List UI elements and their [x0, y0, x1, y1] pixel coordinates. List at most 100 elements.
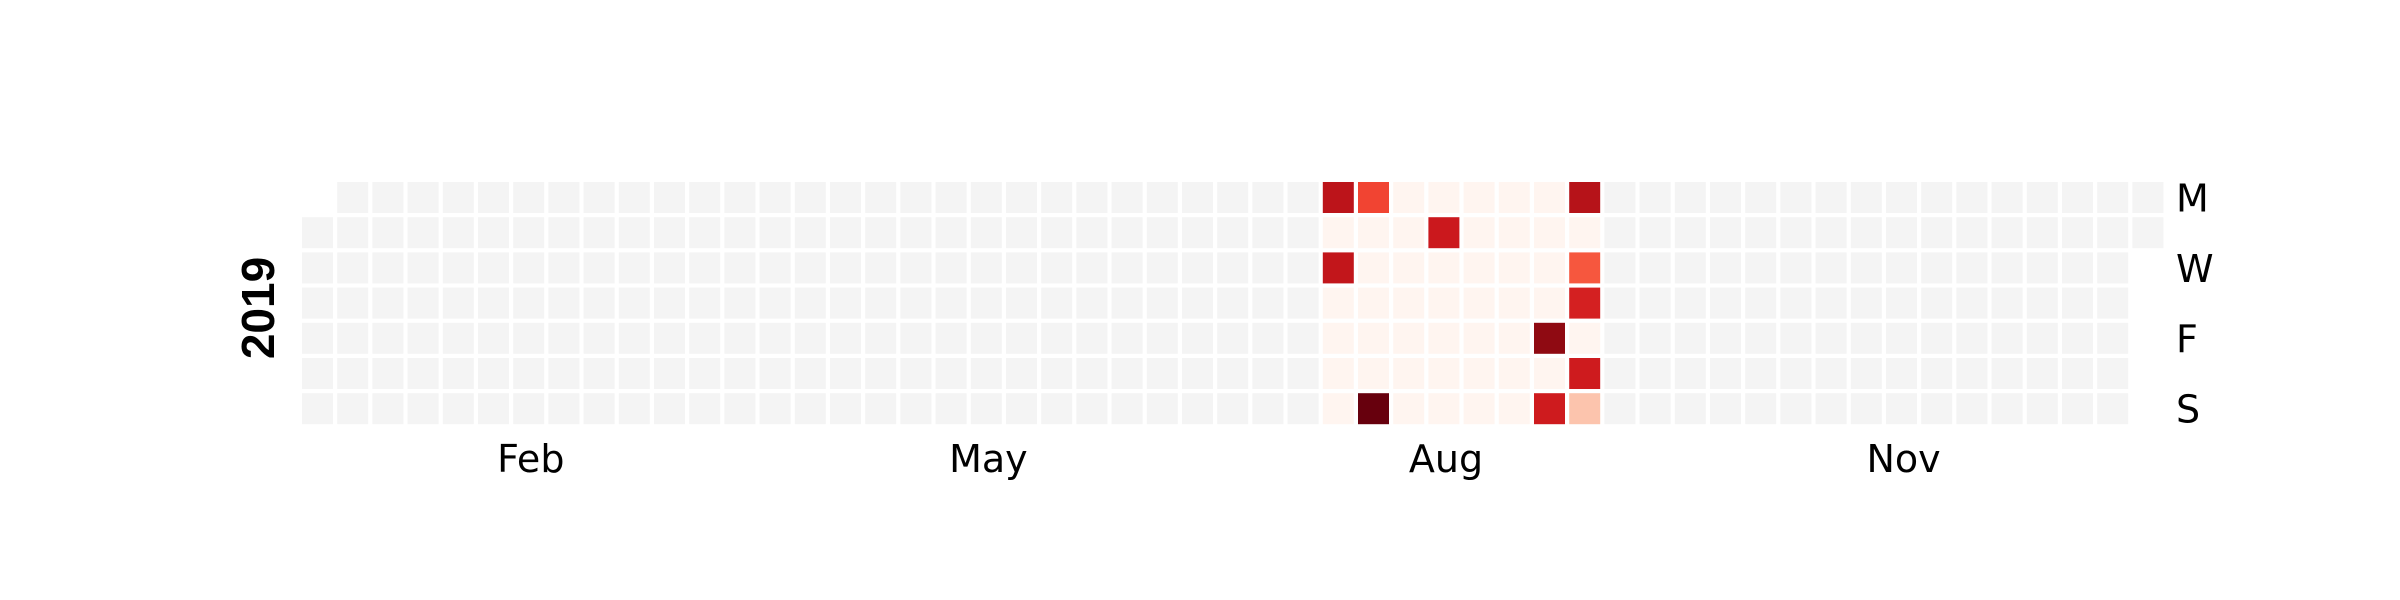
heatmap-cell	[724, 217, 756, 249]
heatmap-cell	[724, 358, 756, 389]
heatmap-cell	[337, 322, 369, 354]
heatmap-cell	[830, 322, 861, 354]
heatmap-cell	[1921, 358, 1953, 389]
heatmap-cell	[1604, 322, 1636, 354]
heatmap-cell	[1710, 322, 1741, 354]
heatmap-cell	[1815, 287, 1847, 319]
heatmap-cell	[970, 287, 1002, 319]
heatmap-cell	[865, 252, 897, 284]
heatmap-cell	[1111, 217, 1143, 249]
heatmap-cell	[865, 358, 897, 389]
heatmap-cell	[1886, 393, 1917, 425]
heatmap-cell	[372, 252, 404, 284]
heatmap-cell	[830, 252, 861, 284]
heatmap-cell	[794, 393, 826, 425]
heatmap-cell	[1463, 252, 1495, 284]
heatmap-cell	[794, 287, 826, 319]
heatmap-cell	[1604, 287, 1636, 319]
heatmap-cell	[2097, 252, 2129, 284]
heatmap-cell	[794, 217, 826, 249]
month-label: May	[949, 437, 1028, 481]
heatmap-cell	[2062, 393, 2093, 425]
heatmap-cell	[689, 182, 721, 213]
heatmap-cell	[372, 393, 404, 425]
heatmap-cell	[970, 393, 1002, 425]
heatmap-cell	[513, 252, 545, 284]
heatmap-cell	[759, 217, 791, 249]
heatmap-cell	[935, 358, 967, 389]
heatmap-cell	[1463, 217, 1495, 249]
heatmap-cell	[478, 393, 509, 425]
heatmap-cell	[1921, 252, 1953, 284]
heatmap-cell	[1041, 358, 1073, 389]
heatmap-cell	[830, 217, 861, 249]
heatmap-cell	[1498, 252, 1530, 284]
heatmap-cell	[407, 393, 439, 425]
heatmap-cell	[513, 217, 545, 249]
heatmap-cell	[1569, 287, 1601, 319]
heatmap-cell	[2026, 287, 2058, 319]
heatmap-cell	[1745, 393, 1777, 425]
heatmap-cell	[1956, 322, 1988, 354]
heatmap-cell	[1780, 287, 1812, 319]
heatmap-cell	[1111, 252, 1143, 284]
heatmap-cell	[1498, 322, 1530, 354]
heatmap-cell	[618, 217, 650, 249]
heatmap-cell	[970, 217, 1002, 249]
heatmap-cell	[302, 217, 333, 249]
heatmap-cell	[794, 322, 826, 354]
heatmap-cell	[1217, 393, 1249, 425]
heatmap-cell	[1076, 393, 1108, 425]
heatmap-cell	[302, 393, 333, 425]
heatmap-cell	[1428, 182, 1460, 213]
heatmap-cell	[1428, 287, 1460, 319]
heatmap-cell	[1569, 252, 1601, 284]
heatmap-cell	[1991, 322, 2023, 354]
heatmap-cell	[1287, 287, 1319, 319]
heatmap-cell	[1569, 217, 1601, 249]
heatmap-cell	[1850, 393, 1882, 425]
heatmap-cell	[1111, 287, 1143, 319]
heatmap-cell	[1428, 322, 1460, 354]
heatmap-cell	[442, 393, 474, 425]
heatmap-cell	[759, 393, 791, 425]
heatmap-cell	[1463, 393, 1495, 425]
heatmap-cell	[1534, 393, 1565, 425]
heatmap-cell	[1322, 322, 1354, 354]
month-labels: Feb May Aug Nov	[497, 437, 1941, 481]
heatmap-cell	[1921, 287, 1953, 319]
heatmap-cell	[689, 217, 721, 249]
heatmap-cell	[900, 358, 932, 389]
heatmap-cell	[1252, 322, 1284, 354]
heatmap-cell	[830, 358, 861, 389]
heatmap-cell	[2097, 393, 2129, 425]
heatmap-cell	[1815, 358, 1847, 389]
heatmap-cell	[900, 393, 932, 425]
heatmap-cell	[1322, 358, 1354, 389]
heatmap-cell	[1006, 182, 1037, 213]
heatmap-cell	[1850, 287, 1882, 319]
heatmap-cell	[1393, 252, 1425, 284]
heatmap-cell	[1780, 252, 1812, 284]
heatmap-cell	[513, 182, 545, 213]
heatmap-cell	[407, 252, 439, 284]
heatmap-cell	[1639, 393, 1671, 425]
heatmap-cell	[337, 182, 369, 213]
heatmap-cell	[302, 322, 333, 354]
heatmap-cell	[548, 252, 580, 284]
heatmap-cell	[442, 358, 474, 389]
heatmap-cell	[794, 358, 826, 389]
heatmap-cell	[935, 252, 967, 284]
heatmap-cell	[1991, 358, 2023, 389]
heatmap-cell	[1604, 358, 1636, 389]
heatmap-cell	[1393, 182, 1425, 213]
heatmap-cell	[1639, 322, 1671, 354]
heatmap-cell	[2026, 252, 2058, 284]
heatmap-cell	[2097, 217, 2129, 249]
heatmap-cell	[583, 252, 615, 284]
heatmap-cell	[970, 358, 1002, 389]
heatmap-cell	[1850, 252, 1882, 284]
heatmap-cell	[1252, 217, 1284, 249]
heatmap-cell	[1710, 252, 1741, 284]
heatmap-cell	[1639, 287, 1671, 319]
